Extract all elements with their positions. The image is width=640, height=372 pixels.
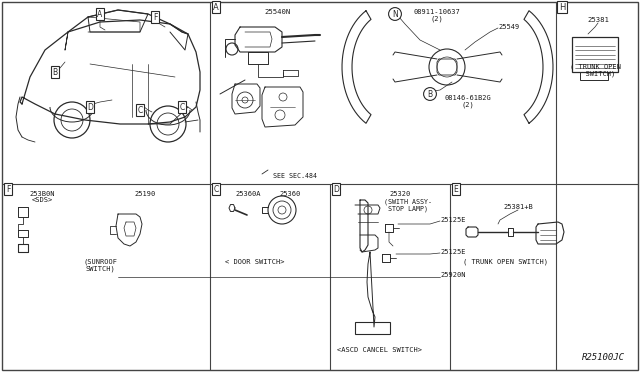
Text: (2): (2) xyxy=(431,16,444,22)
Text: C: C xyxy=(138,106,143,115)
Text: C: C xyxy=(213,185,219,193)
Text: (SUNROOF: (SUNROOF xyxy=(83,259,117,265)
Text: F: F xyxy=(6,185,10,193)
Text: <ASCD CANCEL SWITCH>: <ASCD CANCEL SWITCH> xyxy=(337,347,422,353)
Text: SEE SEC.484: SEE SEC.484 xyxy=(273,173,317,179)
Text: A: A xyxy=(213,3,219,12)
Text: 25125E: 25125E xyxy=(440,217,465,223)
Text: (2): (2) xyxy=(461,102,474,108)
Text: < DOOR SWITCH>: < DOOR SWITCH> xyxy=(225,259,285,265)
Bar xyxy=(355,322,390,334)
Text: 25320: 25320 xyxy=(389,191,411,197)
Text: B: B xyxy=(428,90,433,99)
Text: <SDS>: <SDS> xyxy=(31,197,52,203)
Bar xyxy=(572,37,618,72)
Text: C: C xyxy=(179,103,184,112)
Text: 25381: 25381 xyxy=(587,17,609,23)
Text: 253B0N: 253B0N xyxy=(29,191,55,197)
Text: D: D xyxy=(333,185,339,193)
Text: 25190: 25190 xyxy=(134,191,156,197)
Text: 25360A: 25360A xyxy=(236,191,260,197)
Text: SWITCH): SWITCH) xyxy=(85,266,115,272)
Text: 25381+B: 25381+B xyxy=(503,204,533,210)
Text: 25360: 25360 xyxy=(280,191,301,197)
Text: H: H xyxy=(559,3,565,12)
Text: STOP LAMP): STOP LAMP) xyxy=(388,206,428,212)
Text: R25100JC: R25100JC xyxy=(582,353,625,362)
Text: 25540N: 25540N xyxy=(265,9,291,15)
Text: 25125E: 25125E xyxy=(440,249,465,255)
Text: ( TRUNK OPEN: ( TRUNK OPEN xyxy=(570,64,621,70)
Text: N: N xyxy=(392,10,398,19)
Text: B: B xyxy=(52,67,58,77)
Text: 08911-10637: 08911-10637 xyxy=(413,9,460,15)
Text: 08146-61B2G: 08146-61B2G xyxy=(445,95,492,101)
Text: ( TRUNK OPEN SWITCH): ( TRUNK OPEN SWITCH) xyxy=(463,259,548,265)
Text: E: E xyxy=(454,185,458,193)
Text: 25549: 25549 xyxy=(498,24,519,30)
Text: 25920N: 25920N xyxy=(440,272,465,278)
Text: A: A xyxy=(97,10,102,19)
Text: SWITCH): SWITCH) xyxy=(577,71,615,77)
Text: D: D xyxy=(87,103,93,112)
Text: F: F xyxy=(153,13,157,22)
Bar xyxy=(580,72,608,80)
Text: (SWITH ASSY-: (SWITH ASSY- xyxy=(384,199,432,205)
